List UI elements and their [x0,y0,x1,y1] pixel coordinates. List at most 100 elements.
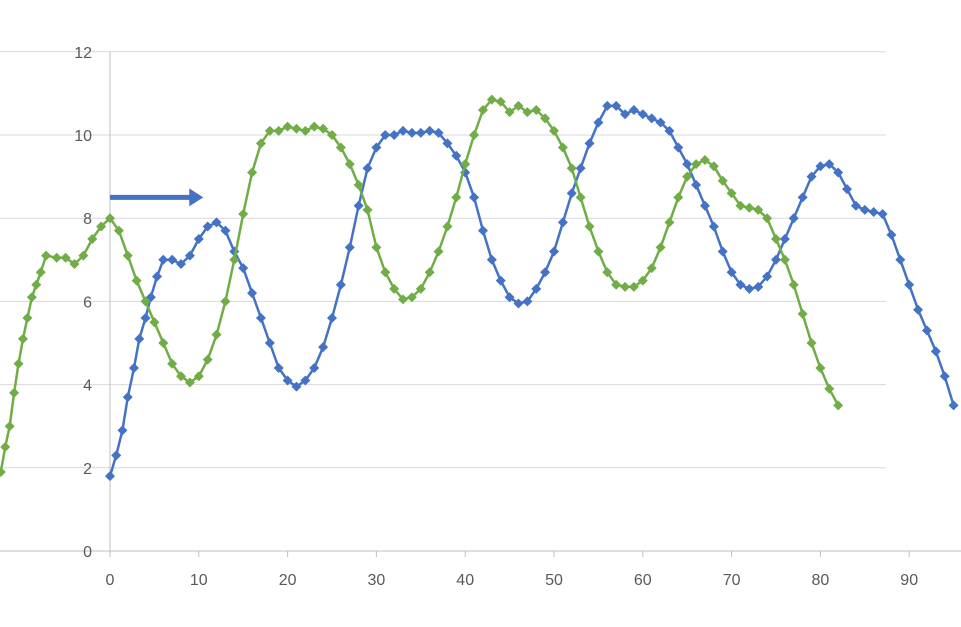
series-2-point [13,358,24,369]
series-1-point [513,298,524,309]
series-2-point [105,213,115,224]
series-1-point [717,246,728,257]
series-1-point [442,138,453,149]
series-2-point [238,209,249,220]
series-2-point [113,225,124,236]
series-2-point [815,362,826,373]
series-1-point [309,362,320,373]
series-1-point [575,163,586,174]
series-1-point [255,313,266,324]
x-tick-label-90: 90 [900,572,918,589]
series-1-point [486,254,497,265]
x-tick-label-60: 60 [634,572,652,589]
series-2-point [17,333,28,344]
series-2-point [717,175,728,186]
series-2-point [833,400,844,411]
series-1-point [117,425,128,436]
series-2-point [167,358,178,369]
series-1-point [602,100,613,111]
series-1-point [779,234,790,244]
series-1-point [158,254,169,265]
series-2-point [735,200,746,211]
series-2-point [291,123,302,134]
series-2-point [477,105,488,116]
series-1-point [152,271,163,282]
series-2-point [300,125,311,136]
series-2-point [264,125,275,136]
series-2-point [433,246,444,257]
series-2-point [442,221,453,232]
series-2-point [620,281,631,292]
series-2-point [389,283,400,294]
series-2-point [211,329,222,340]
series-2-point [557,142,568,153]
series-2-point [451,192,462,203]
series-1-point [176,258,187,269]
series-1-point [886,229,897,240]
series-2-point [460,159,471,170]
series-1-point [877,209,888,220]
series-1-point [735,279,746,290]
series-1-point [531,283,542,294]
series-2-point [504,107,515,118]
series-1-point [167,254,178,265]
series-2-point [691,159,702,170]
series-1-point [939,371,950,382]
series-2-point [193,371,204,382]
series-1-point [637,109,648,120]
series-2-point [424,267,435,278]
series-1-point [469,192,480,203]
series-2-point [22,313,33,324]
series-1-point [140,313,151,324]
series-2-point [584,221,595,232]
series-2-point [273,125,284,136]
series-2-point [371,242,382,253]
series-1-point [904,279,915,290]
series-1-point [788,213,799,224]
series-2-point [247,167,258,178]
series-2-point [398,294,409,305]
series-1-point [380,130,391,140]
series-1-point [300,375,311,386]
series-2 [0,94,844,477]
series-2-point [158,338,169,348]
series-1-point [522,296,533,307]
series-2-point [176,371,187,382]
series-2-point [495,96,506,107]
series-2-point [593,246,604,257]
series-1-point [620,109,631,120]
series-1-point [202,221,213,232]
series-1-point [504,292,515,303]
series-2-point [637,275,648,286]
x-tick-label-70: 70 [723,572,741,589]
series-1-point [859,204,870,215]
series-1-point [771,254,781,265]
series-1-point [549,246,559,257]
series-1-point [842,184,853,195]
series-1-point [327,313,337,324]
series-2-point [51,252,62,263]
series-2-point [31,279,42,290]
series-1-point [362,163,373,174]
series-2-point [655,242,666,253]
x-tick-label-40: 40 [456,572,474,589]
series-2-point [522,107,533,118]
series-2-point [282,121,293,132]
series-2-point [513,100,524,111]
series-1-point [335,279,346,290]
series-1-point [744,283,755,294]
series-1-point [682,159,693,170]
series-2-point [779,254,790,265]
series-1-point [584,138,595,149]
series-1-point [291,381,302,392]
x-tick-label-10: 10 [190,572,208,589]
series-1-point [134,333,145,344]
series-1-point [282,375,293,386]
series-1-point [930,346,941,357]
series-1-point [708,221,719,232]
y-tick-label-10: 10 [74,128,92,145]
series-2-point [611,279,622,290]
y-tick-label-12: 12 [74,45,92,62]
series-2-point [664,217,675,228]
